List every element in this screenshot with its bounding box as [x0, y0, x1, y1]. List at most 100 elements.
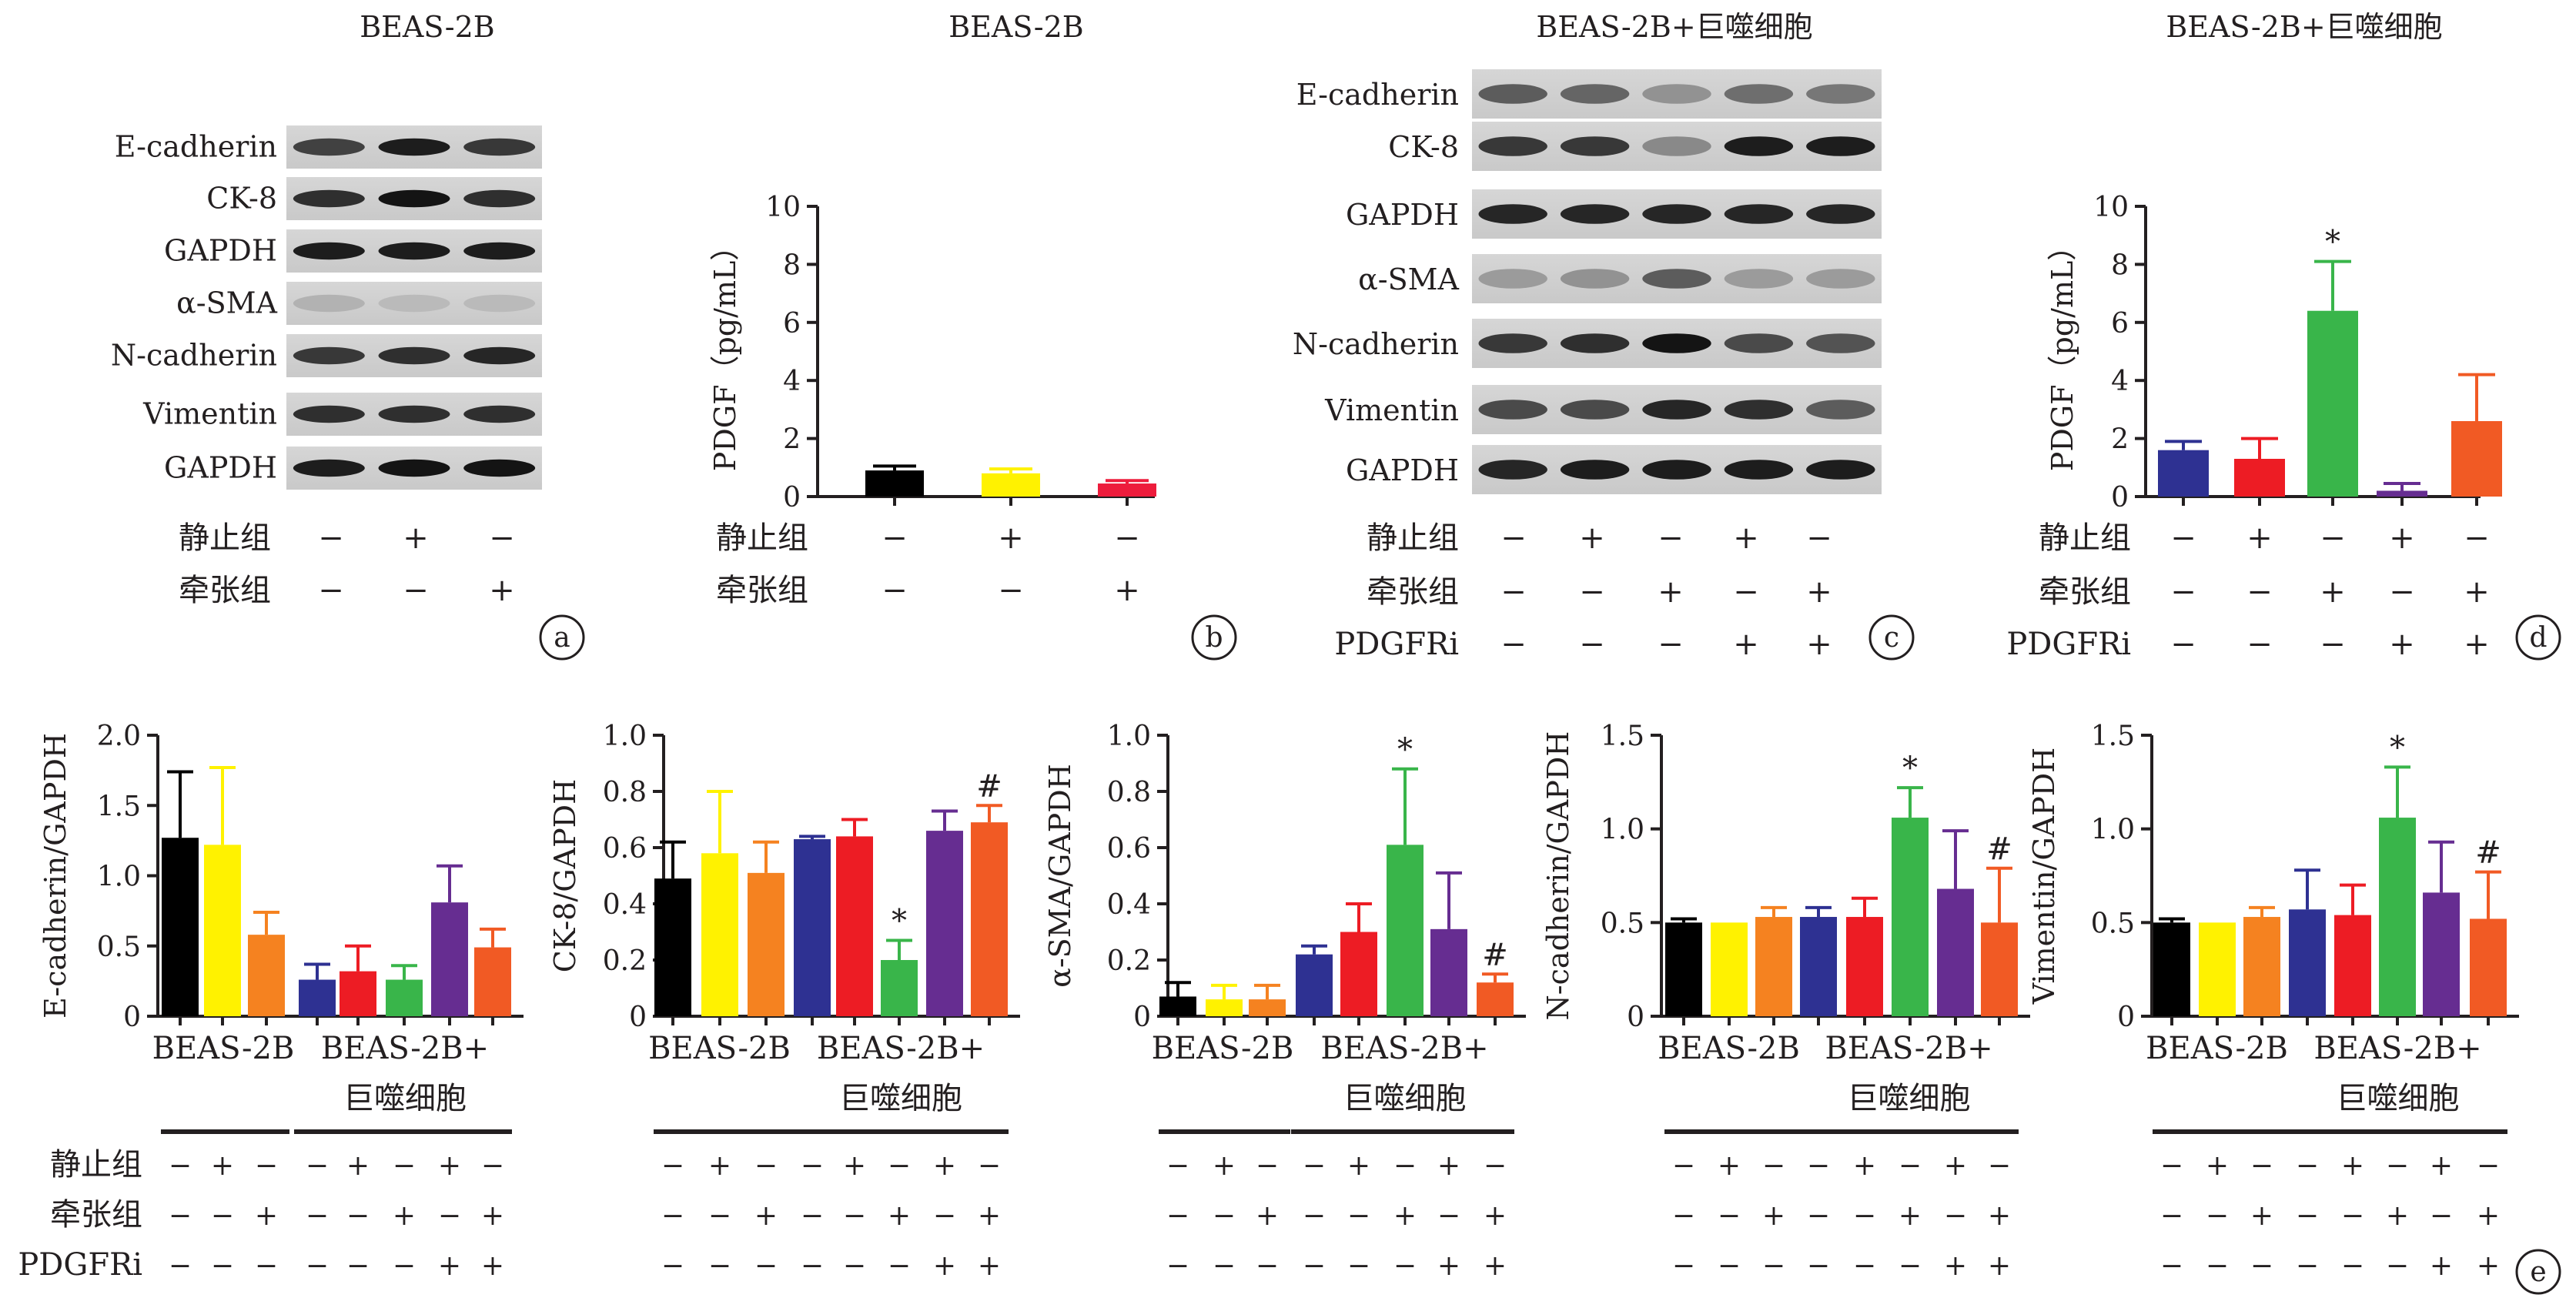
chart-e3-y-tick-label: 0.8: [1107, 777, 1151, 808]
chart-e5-condition-sign: +: [2477, 1200, 2500, 1232]
panel-c-condition-sign: +: [1733, 520, 1759, 556]
panel-c-band: [1806, 460, 1875, 480]
chart-e1-condition-sign: +: [481, 1250, 504, 1282]
chart-e3-condition-sign: −: [1213, 1250, 1236, 1282]
chart-e2-condition-sign: −: [978, 1150, 1001, 1182]
chart-e2-condition-sign: +: [754, 1200, 778, 1232]
chart-e1-condition-sign: +: [438, 1150, 461, 1182]
chart-d-y-tick-label: 10: [2093, 192, 2129, 223]
chart-e4-bar: [1665, 922, 1702, 1016]
chart-e3-y-label: α-SMA/GAPDH: [1043, 764, 1077, 988]
panel-a-band-label: GAPDH: [164, 233, 277, 267]
chart-e1-bar: [386, 979, 423, 1016]
panel-c-band: [1642, 136, 1711, 156]
chart-d-condition-sign: −: [2246, 574, 2273, 610]
chart-e5-condition-sign: −: [2160, 1250, 2183, 1282]
panel-c-band: [1806, 136, 1875, 156]
chart-e2-condition-sign: −: [754, 1150, 778, 1182]
panel-a-condition-sign: +: [489, 573, 515, 608]
chart-e1-condition-sign: +: [393, 1200, 416, 1232]
chart-e3-significance-mark: #: [1482, 937, 1508, 972]
chart-b-bar: [1098, 483, 1156, 497]
chart-d-bar: [2451, 420, 2502, 497]
chart-e3-condition-sign: +: [1484, 1200, 1507, 1232]
chart-e4-bar: [1755, 917, 1792, 1016]
chart-e4-condition-sign: +: [1944, 1250, 1967, 1282]
panel-a-band: [293, 189, 365, 208]
chart-e5-condition-sign: −: [2250, 1250, 2273, 1282]
panel-c-condition-sign: −: [1500, 520, 1527, 556]
chart-e5-condition-sign: −: [2386, 1250, 2409, 1282]
chart-d-condition-sign: −: [2246, 627, 2273, 662]
chart-b-y-tick-label: 2: [783, 424, 801, 456]
chart-e2-y-tick-label: 1.0: [603, 721, 647, 752]
chart-e3-condition-sign: −: [1166, 1200, 1189, 1232]
chart-e5-condition-sign: −: [2160, 1200, 2183, 1232]
chart-e4-condition-sign: +: [1944, 1150, 1967, 1182]
panel-c-band: [1806, 333, 1875, 353]
panel-c-band-label: GAPDH: [1346, 198, 1459, 232]
panel-c-band-label: E-cadherin: [1296, 78, 1459, 112]
chart-d-y-tick-label: 4: [2111, 366, 2129, 397]
chart-e4-condition-sign: −: [1899, 1250, 1922, 1282]
chart-b-condition-sign: −: [998, 573, 1024, 608]
panel-a-band: [293, 405, 365, 423]
chart-e5-condition-sign: −: [2206, 1250, 2229, 1282]
chart-e5-group-label-right: BEAS-2B+: [2313, 1031, 2481, 1066]
chart-e2-condition-sign: +: [933, 1150, 956, 1182]
panel-d: BEAS-2B+巨噬细胞 0 2 4 6 8 10 PDGF（pg/mL） * 静止组 − + − + −…: [2006, 10, 2561, 662]
chart-e3-group-label-left: BEAS-2B: [1152, 1031, 1294, 1066]
panel-c-condition-label: 牵张组: [1367, 574, 1459, 610]
panel-c-band-label: CK-8: [1388, 130, 1459, 164]
panel-c-condition-sign: −: [1500, 627, 1527, 662]
panel-a-condition-sign: +: [403, 520, 429, 556]
chart-e5-condition-sign: +: [2341, 1150, 2364, 1182]
chart-b-condition-sign: −: [882, 520, 908, 556]
chart-e3-condition-sign: +: [1437, 1250, 1460, 1282]
panel-c-band: [1560, 84, 1630, 104]
chart-e5-significance-mark: #: [2475, 835, 2501, 871]
chart-e1-bar: [431, 902, 468, 1016]
panel-c-band: [1560, 460, 1630, 480]
chart-e1-bar: [162, 838, 199, 1016]
panel-c-band: [1642, 84, 1711, 104]
panel-e-condition-label: 牵张组: [50, 1197, 142, 1233]
panel-a-band: [463, 459, 536, 477]
chart-d-y-tick-label: 0: [2111, 482, 2129, 513]
chart-e2-y-tick-label: 0.6: [603, 833, 647, 865]
panel-a-band: [463, 405, 536, 423]
panel-label-e-circle: [2515, 1249, 2561, 1295]
chart-e5-bar: [2379, 818, 2416, 1016]
chart-e5-condition-sign: +: [2386, 1200, 2409, 1232]
chart-e1-bar: [299, 979, 336, 1016]
chart-b-condition-sign: +: [1114, 573, 1140, 608]
panel-c-condition-sign: −: [1658, 627, 1684, 662]
chart-e2-bar: [701, 853, 738, 1016]
chart-e4-condition-sign: −: [1762, 1150, 1785, 1182]
chart-e4-condition-sign: +: [1988, 1200, 2011, 1232]
chart-e1-condition-sign: +: [211, 1150, 234, 1182]
chart-b-y-tick-label: 0: [783, 482, 801, 513]
chart-e5-condition-sign: +: [2250, 1200, 2273, 1232]
panel-label-e: e: [2530, 1256, 2546, 1288]
chart-e2-bar: [794, 839, 831, 1016]
panel-label-b-circle: [1191, 614, 1237, 661]
chart-b-condition-label: 牵张组: [716, 573, 808, 608]
chart-e2-condition-sign: −: [661, 1200, 684, 1232]
chart-e3-condition-sign: +: [1437, 1150, 1460, 1182]
chart-e2-condition-sign: −: [801, 1200, 824, 1232]
panel-c-band: [1642, 204, 1711, 224]
chart-e1-group-label-right-line2: 巨噬细胞: [343, 1081, 467, 1116]
chart-e5-bar: [2199, 922, 2236, 1016]
chart-e5-y-tick-label: 1.5: [2091, 721, 2135, 752]
panel-c-condition-sign: +: [1579, 520, 1605, 556]
panel-c-band: [1560, 269, 1630, 289]
chart-d-condition-sign: −: [2464, 520, 2490, 556]
chart-d-condition-sign: −: [2170, 520, 2196, 556]
chart-e4-significance-mark: #: [1986, 831, 2012, 867]
chart-e4-y-tick-label: 1.0: [1601, 815, 1644, 846]
chart-e4-condition-sign: −: [1672, 1150, 1695, 1182]
panel-c-conditions: 静止组 − + − + − 牵张组 − − + − + PDGFRi − − − + +: [1334, 520, 1832, 662]
chart-e4-condition-sign: −: [1853, 1250, 1876, 1282]
chart-e2-condition-sign: +: [978, 1200, 1001, 1232]
